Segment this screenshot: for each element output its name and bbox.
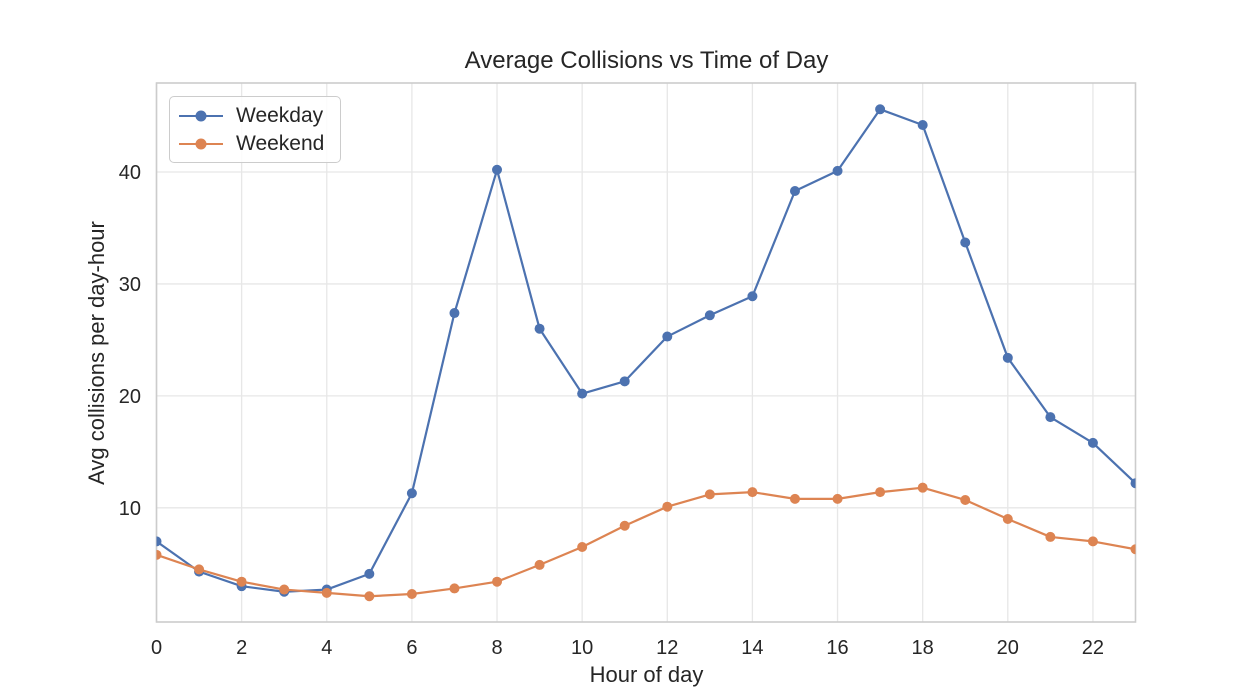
- x-axis-label: Hour of day: [589, 662, 704, 687]
- series-line-weekday: [156, 108, 1136, 593]
- data-point-weekend-h21: [1045, 531, 1056, 542]
- data-point-weekday-h22: [1087, 437, 1098, 448]
- x-tick-label-6: 6: [406, 637, 417, 659]
- series-line-weekend: [156, 486, 1136, 598]
- data-point-weekend-h0: [156, 549, 162, 560]
- y-tick-label-10: 10: [119, 498, 141, 520]
- data-point-weekday-h13: [704, 310, 715, 321]
- legend-label-weekday: Weekday: [236, 104, 324, 127]
- data-point-weekend-h17: [875, 487, 886, 498]
- data-point-weekday-h20: [1002, 352, 1013, 363]
- data-point-weekend-h20: [1002, 514, 1013, 525]
- y-axis-label: Avg collisions per day-hour: [84, 221, 109, 485]
- legend-item-weekday: Weekday: [179, 105, 324, 126]
- x-tick-label-12: 12: [656, 637, 678, 659]
- data-point-weekend-h3: [279, 584, 290, 595]
- y-tick-label-40: 40: [119, 162, 141, 184]
- x-tick-label-2: 2: [236, 637, 247, 659]
- data-point-weekday-h15: [789, 186, 800, 197]
- data-point-weekday-h23: [1130, 478, 1136, 489]
- data-point-weekday-h10: [577, 388, 588, 399]
- data-point-weekday-h6: [406, 488, 417, 499]
- data-point-weekday-h18: [917, 119, 928, 130]
- data-point-weekend-h11: [619, 520, 630, 531]
- data-point-weekday-h17: [875, 104, 886, 115]
- x-tick-label-10: 10: [571, 637, 593, 659]
- data-point-weekend-h18: [917, 482, 928, 493]
- chart-title: Average Collisions vs Time of Day: [464, 47, 829, 74]
- weekend-line-marker-icon: [179, 138, 223, 150]
- legend: Weekday Weekend: [169, 96, 342, 163]
- data-point-weekend-h13: [704, 489, 715, 500]
- data-point-weekend-h8: [492, 576, 503, 587]
- data-point-weekend-h6: [406, 589, 417, 600]
- y-tick-label-30: 30: [119, 274, 141, 296]
- data-point-weekend-h16: [832, 493, 843, 504]
- data-point-weekday-h21: [1045, 412, 1056, 423]
- x-tick-label-0: 0: [151, 637, 162, 659]
- data-point-weekday-h16: [832, 165, 843, 176]
- data-point-weekday-h7: [449, 308, 460, 319]
- y-tick-label-20: 20: [119, 386, 141, 408]
- data-point-weekday-h5: [364, 568, 375, 579]
- data-point-weekend-h10: [577, 541, 588, 552]
- data-point-weekend-h9: [534, 559, 545, 570]
- x-tick-label-22: 22: [1082, 637, 1104, 659]
- x-tick-label-14: 14: [741, 637, 763, 659]
- x-tick-label-20: 20: [997, 637, 1019, 659]
- x-tick-label-16: 16: [826, 637, 848, 659]
- axes-frame: [155, 82, 1137, 623]
- data-point-weekday-h19: [960, 237, 971, 248]
- weekday-line-marker-icon: [179, 110, 223, 122]
- legend-label-weekend: Weekend: [236, 132, 325, 155]
- data-point-weekend-h14: [747, 487, 758, 498]
- data-point-weekend-h1: [194, 564, 205, 575]
- series-weekend: [156, 482, 1136, 602]
- data-point-weekend-h7: [449, 583, 460, 594]
- data-point-weekday-h14: [747, 291, 758, 302]
- x-tick-label-8: 8: [491, 637, 502, 659]
- data-point-weekend-h4: [321, 587, 332, 598]
- data-point-weekday-h0: [156, 536, 162, 547]
- data-point-weekday-h8: [492, 164, 503, 175]
- data-point-weekday-h11: [619, 376, 630, 387]
- data-point-weekday-h9: [534, 323, 545, 334]
- data-point-weekend-h5: [364, 591, 375, 602]
- x-tick-label-18: 18: [912, 637, 934, 659]
- data-point-weekend-h19: [960, 494, 971, 505]
- data-point-weekday-h12: [662, 331, 673, 342]
- x-tick-label-4: 4: [321, 637, 332, 659]
- data-point-weekend-h12: [662, 501, 673, 512]
- data-point-weekend-h23: [1130, 544, 1136, 555]
- series-weekday: [156, 104, 1136, 597]
- data-point-weekend-h15: [789, 493, 800, 504]
- legend-item-weekend: Weekend: [179, 133, 324, 154]
- data-point-weekend-h22: [1087, 536, 1098, 547]
- data-point-weekend-h2: [236, 576, 247, 587]
